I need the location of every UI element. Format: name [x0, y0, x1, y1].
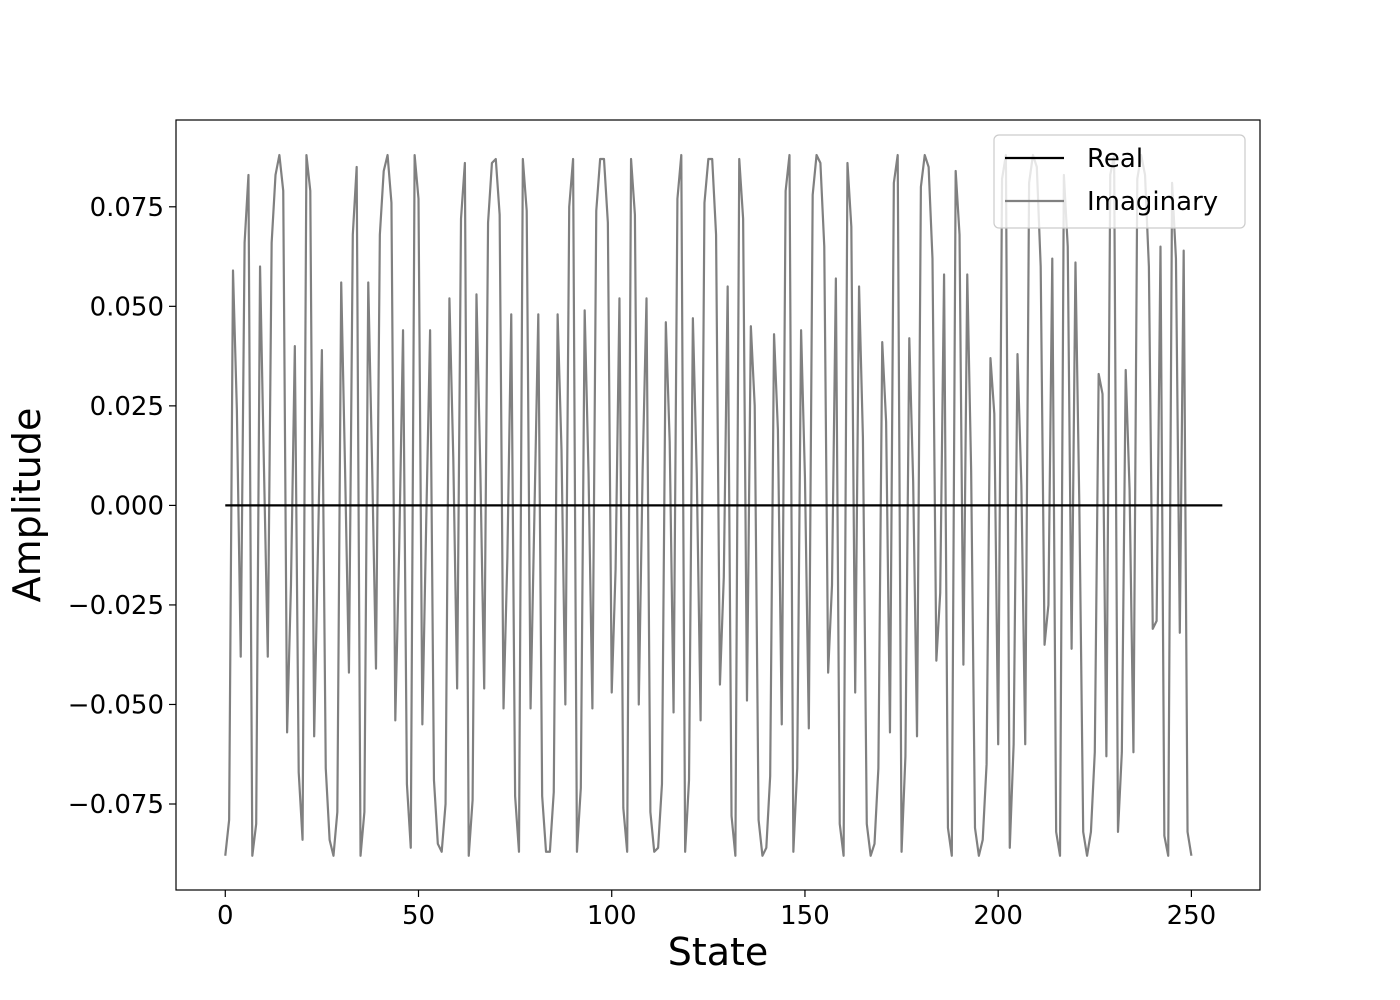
x-tick-label: 150	[780, 901, 830, 931]
x-tick-label: 250	[1167, 901, 1217, 931]
y-tick-label: 0.000	[90, 491, 164, 521]
y-tick-label: 0.075	[90, 193, 164, 223]
x-tick-label: 200	[973, 901, 1023, 931]
y-tick-label: −0.025	[68, 591, 164, 621]
y-tick-label: 0.050	[90, 292, 164, 322]
x-axis-title: State	[668, 930, 769, 974]
y-tick-label: 0.025	[90, 392, 164, 422]
x-tick-label: 50	[402, 901, 435, 931]
y-tick-label: −0.050	[68, 690, 164, 720]
legend-label-imaginary: Imaginary	[1087, 187, 1218, 217]
legend-label-real: Real	[1087, 144, 1143, 174]
x-tick-label: 0	[217, 901, 234, 931]
y-axis-ticks: −0.075 −0.050 −0.025 0.000 0.025 0.050 0.075	[68, 193, 176, 820]
legend: Real Imaginary	[993, 134, 1246, 229]
x-axis-ticks: 0 50 100 150 200 250	[217, 890, 1216, 931]
x-tick-label: 100	[587, 901, 637, 931]
y-axis-title: Amplitude	[5, 408, 49, 603]
y-tick-label: −0.075	[68, 790, 164, 820]
